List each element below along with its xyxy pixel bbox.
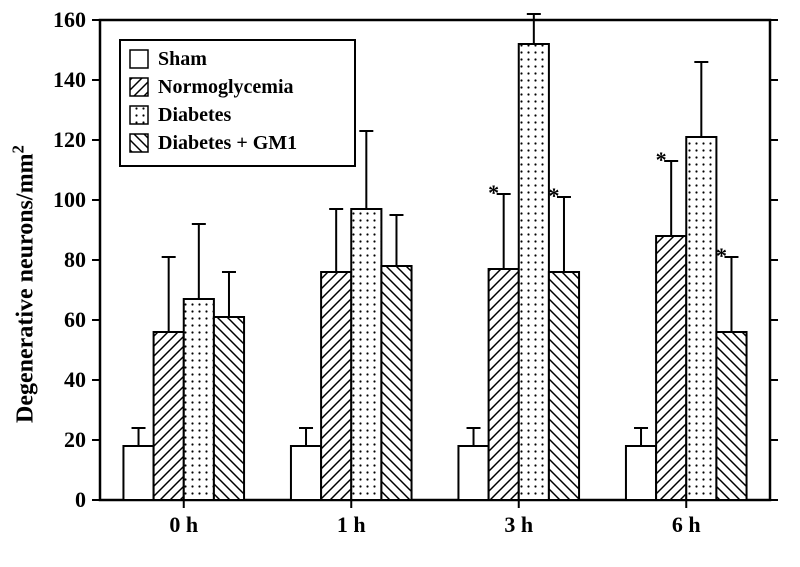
bar-diabetes <box>686 137 716 500</box>
chart-svg: 0 20 40 60 80 100 120 140 160 0 h 1 h 3 h 6 h * * * * S… <box>0 0 800 567</box>
chart-container: Degenerative neurons/mm2 0 20 40 60 80 100 120… <box>0 0 800 567</box>
ylabel-text: Degenerative neurons/mm2 <box>13 145 39 423</box>
xtick-label: 1 h <box>337 512 366 537</box>
ytick-label: 20 <box>64 427 86 452</box>
bar-diabetes-gm1 <box>716 332 746 500</box>
xtick-label: 6 h <box>672 512 701 537</box>
annotation-asterisk: * <box>488 180 499 205</box>
legend-swatch <box>130 50 148 68</box>
legend-label: Sham <box>158 48 207 70</box>
legend-label: Diabetes + GM1 <box>158 132 297 154</box>
ytick-label: 120 <box>53 127 86 152</box>
legend-swatch <box>130 106 148 124</box>
ytick-label: 40 <box>64 367 86 392</box>
legend: Sham Normoglycemia Diabetes Diabetes + GM1 <box>120 40 355 166</box>
bar-sham <box>458 446 488 500</box>
ytick-label: 100 <box>53 187 86 212</box>
bar-diabetes-gm1 <box>214 317 244 500</box>
xtick-label: 3 h <box>504 512 533 537</box>
legend-swatch <box>130 78 148 96</box>
bar-sham <box>626 446 656 500</box>
bar-diabetes <box>351 209 381 500</box>
annotation-asterisk: * <box>716 243 727 268</box>
bar-normoglycemia <box>321 272 351 500</box>
bar-diabetes-gm1 <box>549 272 579 500</box>
bar-diabetes <box>519 44 549 500</box>
bar-sham <box>291 446 321 500</box>
bar-sham <box>123 446 153 500</box>
annotation-asterisk: * <box>548 183 559 208</box>
legend-label: Diabetes <box>158 104 232 126</box>
ytick-label: 160 <box>53 7 86 32</box>
ytick-label: 60 <box>64 307 86 332</box>
xtick-label: 0 h <box>169 512 198 537</box>
bar-normoglycemia <box>656 236 686 500</box>
ytick-label: 80 <box>64 247 86 272</box>
bar-normoglycemia <box>489 269 519 500</box>
bar-normoglycemia <box>154 332 184 500</box>
legend-label: Normoglycemia <box>158 76 294 98</box>
legend-swatch <box>130 134 148 152</box>
y-axis-label: Degenerative neurons/mm2 <box>9 145 40 423</box>
bar-diabetes <box>184 299 214 500</box>
annotation-asterisk: * <box>656 147 667 172</box>
ytick-label: 0 <box>75 487 86 512</box>
bar-diabetes-gm1 <box>381 266 411 500</box>
ytick-label: 140 <box>53 67 86 92</box>
